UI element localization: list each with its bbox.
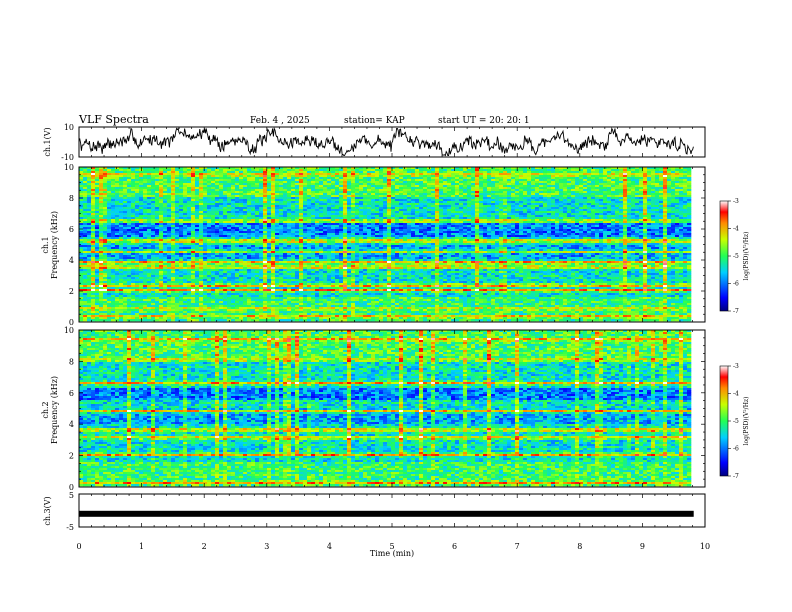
ch2-colorbar-gradient — [720, 366, 728, 476]
ch1-colorbar: -3 -4 -5 -6 -7 log(PSD)(V²/Hz) — [720, 198, 750, 315]
time-tick-label: 4 — [327, 542, 332, 551]
ch2-colorbar-ticks: -3 -4 -5 -6 -7 — [728, 363, 739, 480]
start-time-label: start UT = 20: 20: 1 — [438, 116, 530, 126]
colorbar-tick-label: -6 — [733, 281, 739, 288]
ch1-channel-label: ch.1 — [41, 236, 50, 253]
ch1-colorbar-gradient — [720, 201, 728, 311]
ch2-channel-label: ch.2 — [41, 401, 50, 418]
ch2-spectrogram-image — [79, 330, 691, 486]
vlf-spectra-figure: VLF Spectra Feb. 4 , 2025 station= KAP s… — [0, 0, 792, 612]
ch1-spectrogram-ylabel: Frequency (kHz) — [50, 211, 59, 279]
station-label: station= KAP — [344, 116, 405, 126]
time-tick-label: 7 — [515, 542, 520, 551]
ch1-spectrogram-image — [79, 167, 691, 321]
ch1-waveform-line — [79, 129, 693, 156]
date-label: Feb. 4 , 2025 — [250, 116, 310, 126]
frequency-tick-label: 4 — [69, 420, 74, 429]
ch1-tick-top: 10 — [64, 123, 74, 132]
ch3-signal-ylabel: ch.3(V) — [43, 496, 52, 525]
time-tick-label: 10 — [700, 542, 710, 551]
ch1-waveform-ylabel: ch.1(V) — [43, 127, 52, 156]
time-tick-label: 1 — [139, 542, 144, 551]
frequency-tick-label: 2 — [69, 452, 74, 461]
frequency-tick-label: 8 — [69, 357, 74, 366]
colorbar-tick-label: -6 — [733, 446, 739, 453]
frequency-tick-label: 10 — [64, 163, 74, 172]
time-tick-label: 0 — [76, 542, 81, 551]
colorbar-tick-label: -7 — [733, 473, 739, 480]
ch1-colorbar-label: log(PSD)(V²/Hz) — [743, 232, 750, 281]
frequency-tick-label: 6 — [69, 225, 74, 234]
colorbar-tick-label: -4 — [733, 226, 739, 233]
ch3-tick-top: 5 — [69, 491, 74, 500]
ch2-spectrogram-ylabel: Frequency (kHz) — [50, 376, 59, 444]
time-tick-label: 2 — [202, 542, 207, 551]
ch1-waveform-panel: 10 -10 ch.1(V) — [43, 123, 705, 162]
frequency-tick-label: 8 — [69, 194, 74, 203]
time-tick-label: 9 — [640, 542, 645, 551]
colorbar-tick-label: -3 — [733, 363, 739, 370]
colorbar-tick-label: -7 — [733, 308, 739, 315]
ch2-colorbar: -3 -4 -5 -6 -7 log(PSD)(V²/Hz) — [720, 363, 750, 480]
colorbar-tick-label: -5 — [733, 253, 739, 260]
time-tick-label: 6 — [452, 542, 457, 551]
ch3-signal-xticks: 0 1 2 3 4 5 6 7 8 9 10 — [76, 494, 710, 551]
ch1-tick-bottom: -10 — [61, 153, 74, 162]
ch3-signal-trace — [79, 511, 694, 517]
frequency-tick-label: 2 — [69, 287, 74, 296]
colorbar-tick-label: -5 — [733, 418, 739, 425]
frequency-tick-label: 10 — [64, 326, 74, 335]
ch3-signal-frame — [79, 494, 705, 527]
ch3-signal-panel: 5 -5 ch.3(V) 0 1 2 3 4 5 6 7 8 9 10 Time (min) — [43, 491, 710, 558]
time-tick-label: 8 — [577, 542, 582, 551]
time-axis-label: Time (min) — [370, 549, 414, 558]
ch1-colorbar-ticks: -3 -4 -5 -6 -7 — [728, 198, 739, 315]
ch1-waveform-trace — [79, 129, 693, 156]
colorbar-tick-label: -3 — [733, 198, 739, 205]
figure-title: VLF Spectra — [78, 113, 149, 126]
ch3-tick-bottom: -5 — [66, 523, 74, 532]
frequency-tick-label: 6 — [69, 389, 74, 398]
time-tick-label: 3 — [264, 542, 269, 551]
frequency-tick-label: 4 — [69, 256, 74, 265]
colorbar-tick-label: -4 — [733, 391, 739, 398]
ch2-colorbar-label: log(PSD)(V²/Hz) — [743, 397, 750, 446]
